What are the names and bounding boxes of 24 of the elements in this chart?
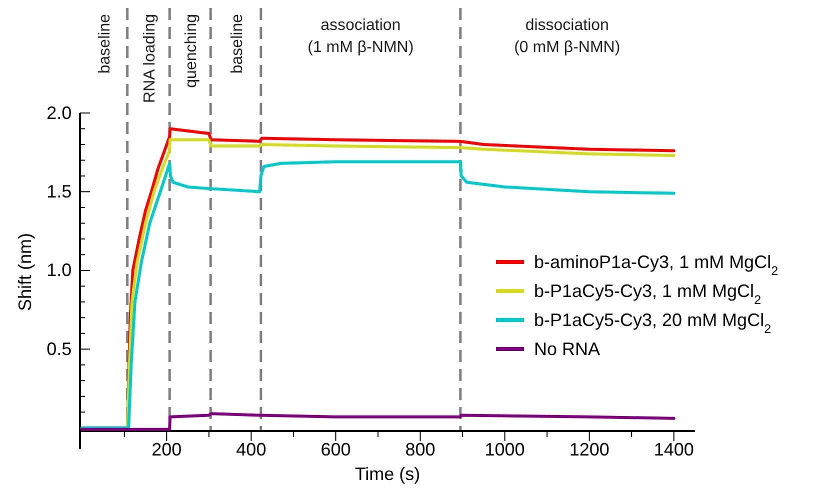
- y-tick-label: 0.5: [46, 338, 72, 359]
- y-axis-title: Shift (nm): [15, 232, 35, 312]
- text: quenching: [183, 14, 200, 88]
- text: baseline: [228, 14, 246, 74]
- x-tick-label: 1000: [484, 440, 525, 460]
- x-tick-label: 1200: [569, 440, 610, 460]
- text: baseline: [96, 14, 114, 74]
- text: association (1 mM β-NMN): [308, 17, 414, 56]
- x-tick-label: 800: [405, 440, 436, 460]
- text: dissociation (0 mM β-NMN): [514, 17, 620, 56]
- legend-label: b-aminoP1a-Cy3, 1 mM MgCl$_{2}$: [534, 252, 778, 278]
- text: RNA loading: [141, 14, 158, 103]
- y-tick-label: 2.0: [46, 102, 72, 123]
- y-tick-label: 1.0: [46, 260, 72, 280]
- x-axis-title: Time (s): [354, 464, 420, 484]
- x-tick-label: 400: [236, 440, 266, 460]
- line-series: [80, 412, 676, 431]
- x-tick-label: 1400: [654, 440, 694, 460]
- x-tick-label: 200: [152, 440, 182, 460]
- y-tick-label: 1.5: [46, 181, 72, 202]
- legend-label: b-P1aCy5-Cy3, 20 mM MgCl$_{2}$: [534, 310, 772, 336]
- legend-label: b-P1aCy5-Cy3, 1 mM MgCl$_{2}$: [534, 281, 762, 307]
- x-tick-label: 600: [320, 440, 351, 460]
- legend-label: No RNA: [534, 339, 600, 359]
